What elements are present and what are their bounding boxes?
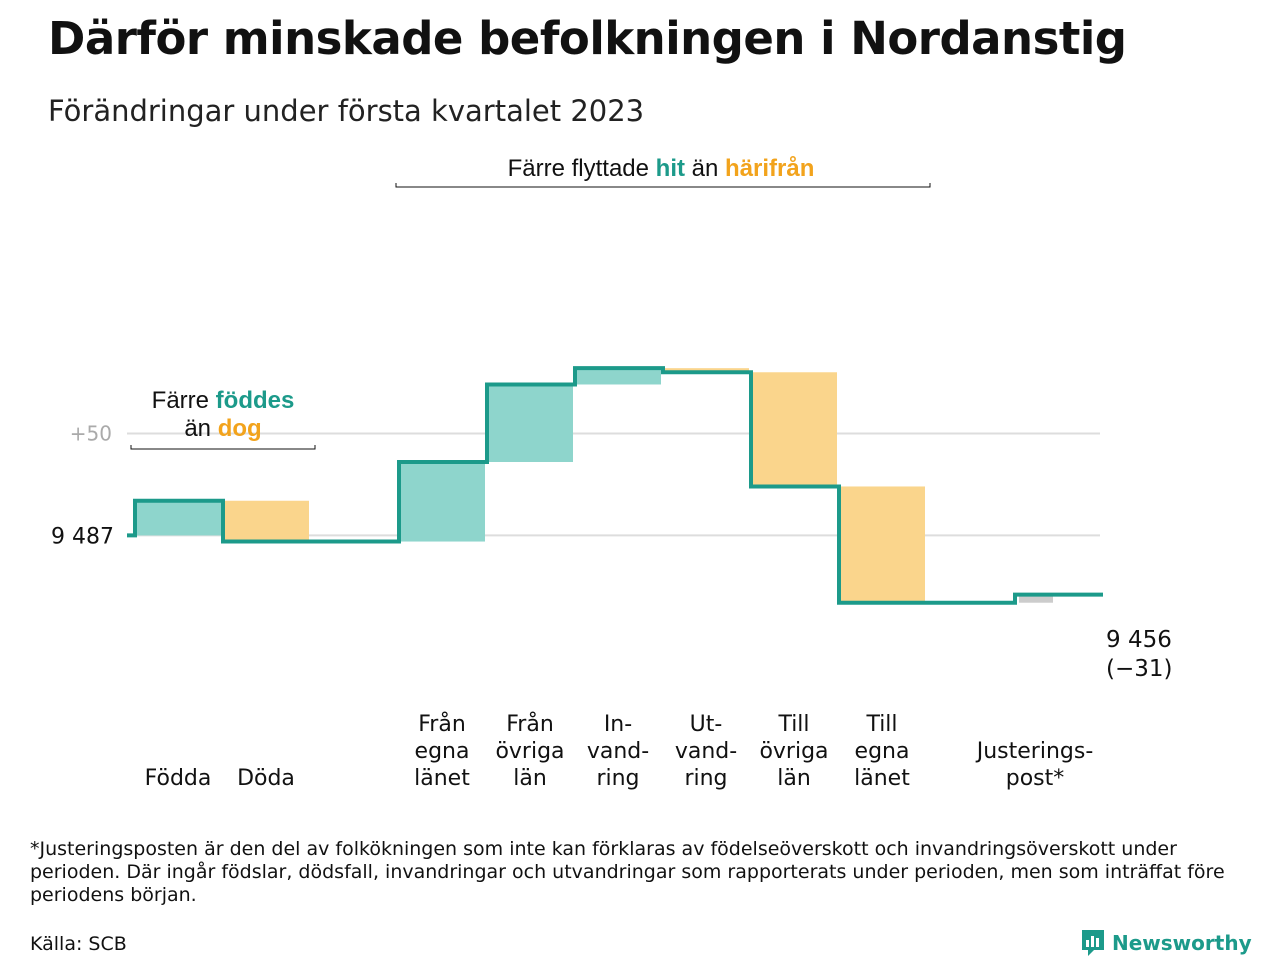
chart-subtitle: Förändringar under första kvartalet 2023: [48, 94, 645, 128]
start-value-label: 9 487: [51, 524, 114, 549]
birth-annotation-part: Färre: [152, 387, 216, 414]
newsworthy-logo-icon: [1082, 930, 1104, 956]
y-tick-label: +50: [70, 421, 112, 445]
x-category-label: övriga: [495, 739, 564, 764]
x-category-label: post*: [1006, 766, 1065, 791]
footnote: *Justeringsposten är den del av folkökni…: [30, 838, 1225, 906]
birth-annotation: än dog: [184, 415, 261, 442]
x-category-label: Döda: [237, 766, 295, 791]
x-category-label: egna: [415, 739, 470, 764]
birth-annotation: Färre föddes: [152, 387, 295, 414]
x-category-label: egna: [855, 739, 910, 764]
x-category-label: länet: [854, 766, 910, 791]
bar: [1019, 594, 1053, 603]
source-label: Källa: SCB: [30, 933, 127, 955]
x-category-label: Från: [506, 711, 554, 737]
x-category-label: län: [777, 766, 811, 791]
x-category-label: Till: [865, 712, 897, 737]
x-category-label: länet: [414, 766, 470, 791]
population-line: [127, 366, 1103, 605]
bar: [751, 372, 837, 487]
migration-annotation-part: Färre flyttade: [508, 155, 656, 182]
x-category-label: Ut-: [690, 712, 723, 737]
x-category-label: Födda: [145, 766, 212, 791]
birth-annotation-part: dog: [218, 415, 262, 442]
brand-name: Newsworthy: [1112, 931, 1252, 955]
bar: [223, 500, 309, 542]
migration-bracket: [395, 183, 931, 188]
migration-annotation: Färre flyttade hit än härifrån: [508, 155, 815, 182]
migration-annotation-part: hit: [656, 155, 685, 182]
brand[interactable]: Newsworthy: [1080, 928, 1252, 958]
x-category-label: Från: [418, 711, 466, 737]
x-category-label: In-: [604, 712, 632, 737]
x-category-label: vand-: [675, 739, 737, 764]
x-category-label: ring: [684, 766, 727, 791]
chart-title: Därför minskade befolkningen i Nordansti…: [48, 12, 1127, 65]
x-category-label: Till: [777, 712, 809, 737]
x-category-label: Justerings-: [975, 739, 1094, 764]
bar: [487, 384, 573, 462]
x-category-label: län: [513, 766, 547, 791]
migration-annotation-part: härifrån: [725, 155, 814, 182]
x-category-label: ring: [596, 766, 639, 791]
x-category-label: vand-: [587, 739, 649, 764]
birth-bracket: [130, 445, 316, 450]
bar: [135, 500, 221, 536]
end-value-label: 9 456: [1106, 627, 1172, 653]
x-category-label: övriga: [759, 739, 828, 764]
bar: [399, 461, 485, 542]
bar: [839, 486, 925, 603]
birth-annotation-part: än: [184, 415, 217, 442]
migration-annotation-part: än: [685, 155, 725, 182]
birth-annotation-part: föddes: [216, 387, 295, 414]
bar: [575, 368, 661, 385]
bar: [663, 368, 749, 373]
end-change-label: (−31): [1106, 656, 1172, 682]
